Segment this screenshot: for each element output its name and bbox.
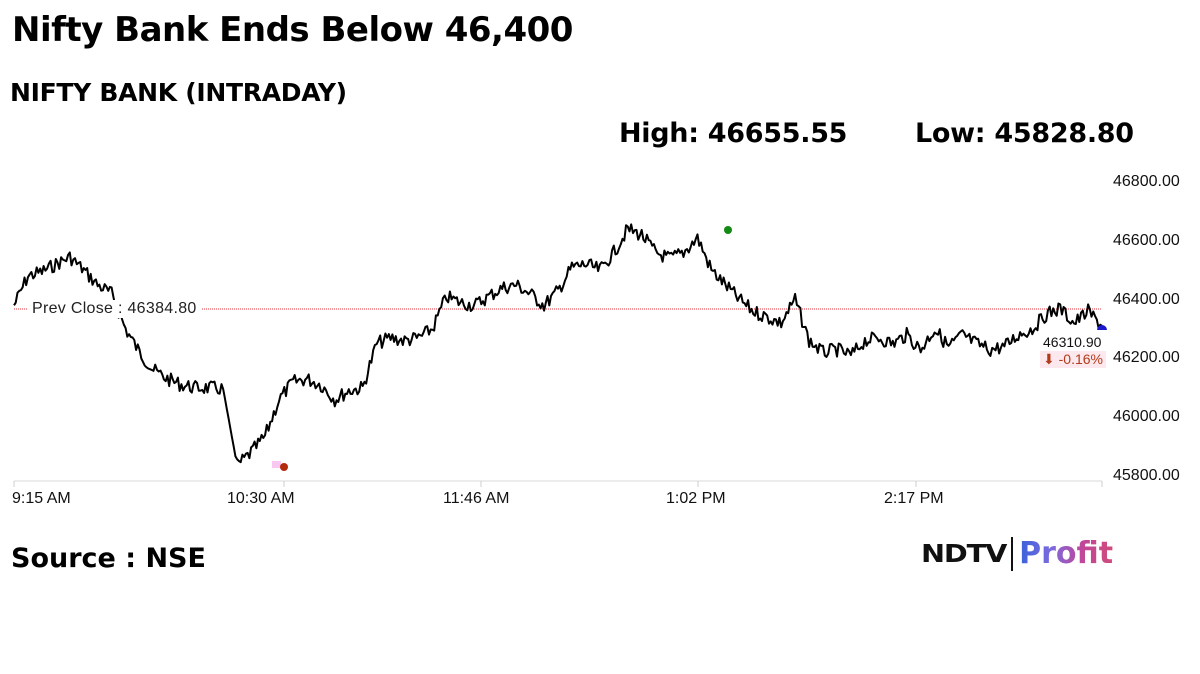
prev-close-label: Prev Close : 46384.80 — [28, 300, 201, 318]
y-tick-label: 46600.00 — [1113, 232, 1180, 249]
last-price-label: 46310.90 — [1043, 334, 1102, 350]
y-tick-label: 45800.00 — [1113, 467, 1180, 484]
headline: Nifty Bank Ends Below 46,400 — [12, 10, 573, 50]
x-tick-label: 9:15 AM — [12, 490, 71, 507]
x-tick-label: 11:46 AM — [443, 490, 510, 507]
y-tick-label: 46800.00 — [1113, 173, 1180, 190]
ndtv-profit-logo: NDTV Profit — [921, 536, 1113, 571]
change-percent-badge: ⬇ -0.16% — [1040, 351, 1106, 368]
logo-divider — [1011, 536, 1014, 571]
logo-profit: Profit — [1019, 536, 1114, 571]
y-tick-label: 46000.00 — [1113, 408, 1180, 425]
x-tick-label: 10:30 AM — [227, 490, 295, 507]
low-value: Low: 45828.80 — [915, 118, 1134, 149]
logo-ndtv: NDTV — [921, 539, 1007, 568]
x-tick-label: 1:02 PM — [666, 490, 726, 507]
high-marker — [724, 226, 732, 234]
price-line — [13, 223, 1103, 464]
chart-subtitle: NIFTY BANK (INTRADAY) — [10, 78, 347, 107]
x-axis-ticks — [13, 481, 1103, 487]
source-label: Source : NSE — [11, 543, 206, 574]
low-highlight — [272, 461, 281, 468]
last-price-marker — [1097, 325, 1107, 330]
y-tick-label: 46400.00 — [1113, 291, 1180, 308]
low-marker — [280, 463, 288, 471]
y-tick-label: 46200.00 — [1113, 349, 1180, 366]
x-tick-label: 2:17 PM — [884, 490, 944, 507]
high-value: High: 46655.55 — [619, 118, 848, 149]
